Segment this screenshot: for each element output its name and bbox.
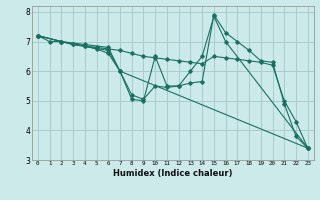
X-axis label: Humidex (Indice chaleur): Humidex (Indice chaleur)	[113, 169, 233, 178]
